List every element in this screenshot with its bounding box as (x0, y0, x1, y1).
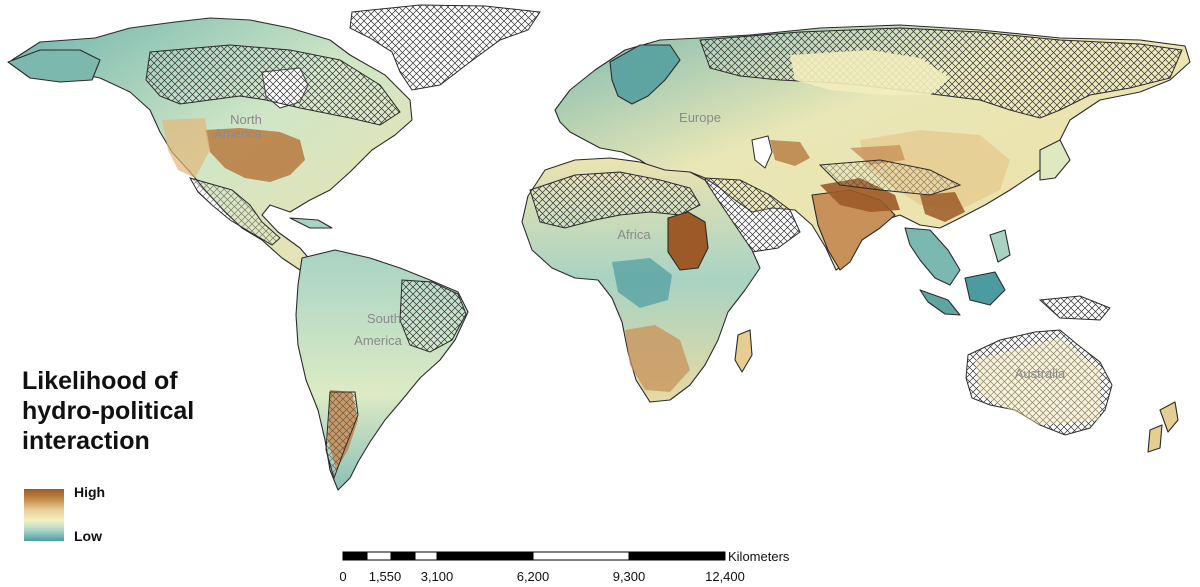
label-australia: Australia (1015, 366, 1066, 381)
sumatra-island (919, 289, 961, 316)
new-zealand-south (1147, 424, 1163, 453)
australia-underlay (975, 338, 1100, 425)
legend-high-label: High (74, 484, 106, 500)
philippines-island (989, 229, 1011, 263)
canada-hatched-region (145, 44, 401, 126)
indo-gangetic-high (820, 178, 900, 212)
label-north-america-line1: North (230, 112, 262, 127)
usa-high-region (205, 128, 305, 182)
usa-mid-region (162, 118, 210, 178)
label-africa: Africa (617, 227, 651, 242)
borneo-island (964, 271, 1006, 306)
scandinavia-land (609, 44, 681, 105)
legend-title: Likelihood of hydro-political interactio… (22, 366, 252, 456)
legend-title-line3: interaction (22, 427, 150, 455)
sudan-high-region (667, 211, 709, 271)
legend-title-line2: hydro-political (22, 397, 195, 425)
mongolia-high (850, 145, 905, 165)
label-europe: Europe (679, 110, 721, 125)
new-zealand-island (1159, 401, 1179, 433)
greenland-region (349, 4, 541, 91)
congo-low-region (612, 258, 672, 308)
brazil-hatched-region (399, 279, 467, 353)
legend-low-label: Low (74, 528, 102, 544)
label-south-america-line2: America (354, 333, 402, 348)
tibet-hatched-region (818, 159, 962, 196)
new-guinea-island (1038, 295, 1111, 321)
legend-color-ramp (24, 489, 64, 541)
se-asia-land (904, 227, 961, 286)
label-south-america-line1: South (367, 311, 401, 326)
cuba-island (289, 217, 333, 229)
south-america-land (295, 249, 469, 491)
china-high-region (920, 192, 965, 222)
siberia-mid-region (790, 50, 950, 95)
australia-land (965, 329, 1113, 436)
alaska-land (7, 49, 101, 83)
patagonia-hatched (325, 391, 359, 480)
japan-island (1039, 139, 1071, 181)
caspian-sea (751, 135, 773, 169)
southern-africa-mid (625, 325, 690, 392)
central-asia-high (770, 140, 810, 166)
mexico-hatched-region (188, 177, 281, 246)
legend-title-line1: Likelihood of (22, 367, 178, 395)
madagascar-island (734, 329, 753, 373)
label-north-america-line2: America (214, 126, 262, 141)
